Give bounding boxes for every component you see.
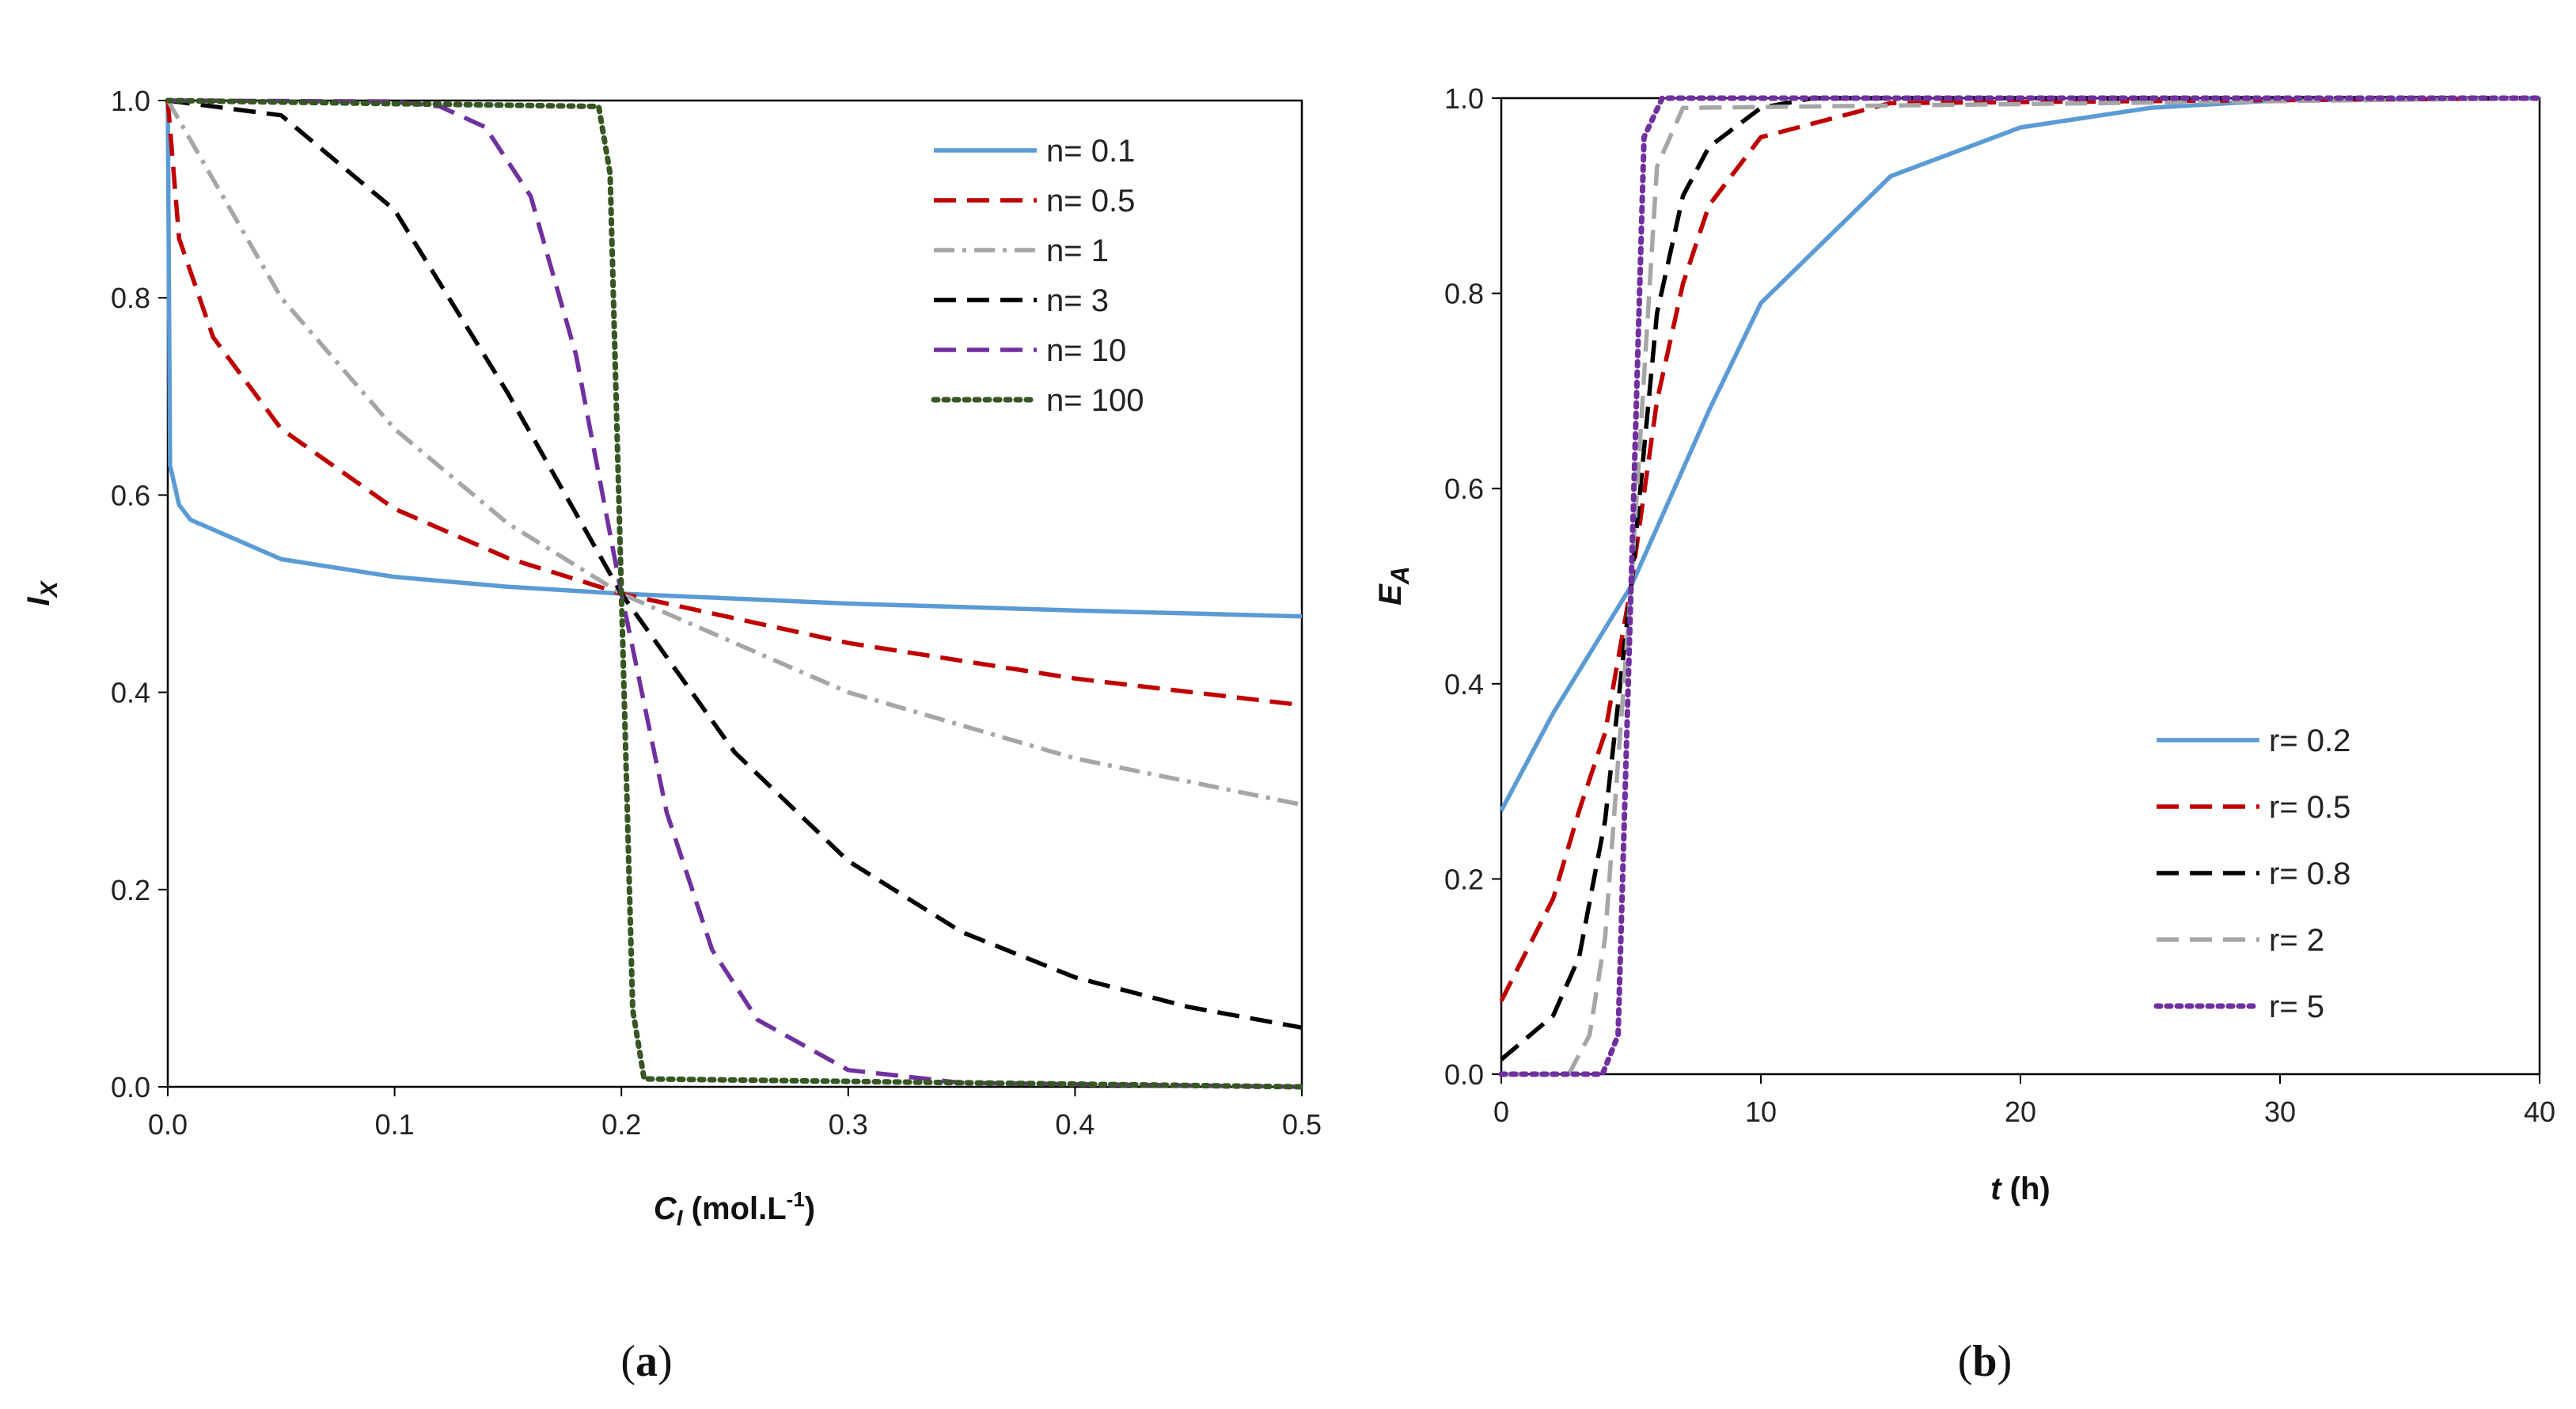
series-line-n3 xyxy=(167,98,1303,1030)
series-line-n0p1 xyxy=(165,100,1303,619)
plot-area-a xyxy=(166,99,1303,1088)
series-line-r2 xyxy=(1501,96,2540,1077)
x-tick-label: 0.3 xyxy=(829,1108,868,1141)
y-tick-label: 0.6 xyxy=(1444,473,1484,505)
ticks-a: 0.0 0.1 0.2 0.3 0.4 0.5 0.0 0.2 0.4 0.6 0.8 1.0 xyxy=(111,85,1322,1141)
y-tick-label: 0.4 xyxy=(1444,668,1484,701)
ticks-b: 0 10 20 30 40 0.0 0.2 0.4 0.6 0.8 1.0 xyxy=(1444,82,2555,1128)
x-tick-label: 0.5 xyxy=(1282,1108,1322,1141)
x-tick-label: 0 xyxy=(1493,1096,1509,1128)
y-tick-label: 0.6 xyxy=(111,479,150,511)
y-tick-label: 0.8 xyxy=(111,282,150,314)
x-tick-label: 20 xyxy=(2005,1096,2036,1128)
legend-b: r= 0.2 r= 0.5 r= 0.8 r= 2 r= 5 xyxy=(2153,723,2350,1024)
series-line-n1 xyxy=(165,99,1303,807)
panel-b: 0 10 20 30 40 0.0 0.2 0.4 0.6 0.8 1.0 r= 0.2 r= 0.5… xyxy=(1373,82,2555,1386)
series-line-n100 xyxy=(165,97,1305,1090)
panel-a: 0.0 0.1 0.2 0.3 0.4 0.5 0.0 0.2 0.4 0.6 0.8 1.0 n= … xyxy=(21,85,1322,1386)
series-line-r0p5 xyxy=(1499,96,2540,1002)
x-axis-title-b: t (h) xyxy=(1990,1172,2051,1206)
x-tick-label: 0.4 xyxy=(1055,1108,1095,1141)
series-a xyxy=(165,97,1305,1090)
series-line-r5 xyxy=(1498,95,2543,1077)
y-tick-label: 0.8 xyxy=(1444,278,1484,310)
y-tick-label: 1.0 xyxy=(1444,82,1484,115)
legend-label: n= 1 xyxy=(1046,234,1109,268)
caption-b: (b) xyxy=(1958,1337,2012,1386)
x-axis-title-a: CI (mol.L-1) xyxy=(654,1187,815,1230)
y-tick-label: 0.4 xyxy=(111,677,150,709)
x-tick-label: 0.2 xyxy=(601,1108,641,1141)
y-tick-label: 1.0 xyxy=(111,85,150,117)
y-tick-label: 0.0 xyxy=(1444,1058,1484,1091)
caption-a: (a) xyxy=(620,1337,672,1386)
y-axis-title-a: IX xyxy=(21,579,63,606)
legend-label: n= 0.1 xyxy=(1046,134,1135,169)
legend-label: n= 3 xyxy=(1046,283,1109,318)
y-tick-label: 0.2 xyxy=(1444,863,1484,895)
legend-label: n= 100 xyxy=(1046,383,1144,418)
x-tick-label: 0.0 xyxy=(148,1108,188,1141)
plot-area-b xyxy=(1500,97,2541,1076)
x-tick-label: 10 xyxy=(1745,1096,1777,1128)
x-tick-label: 0.1 xyxy=(375,1108,415,1141)
y-axis-title-b: EA xyxy=(1373,566,1414,606)
legend-label: r= 2 xyxy=(2269,923,2324,958)
legend-label: r= 0.8 xyxy=(2269,856,2350,891)
legend-label: n= 10 xyxy=(1046,333,1126,368)
series-line-n0p5 xyxy=(165,100,1303,708)
y-tick-label: 0.0 xyxy=(111,1071,150,1103)
x-tick-label: 40 xyxy=(2524,1096,2555,1128)
y-tick-label: 0.2 xyxy=(111,874,150,906)
legend-label: n= 0.5 xyxy=(1046,184,1135,218)
legend-a: n= 0.1 n= 0.5 n= 1 n= 3 n= 10 n= 100 xyxy=(931,134,1144,418)
legend-label: r= 5 xyxy=(2269,989,2324,1024)
legend-label: r= 0.2 xyxy=(2269,723,2350,758)
x-tick-label: 30 xyxy=(2264,1096,2296,1128)
legend-label: r= 0.5 xyxy=(2269,790,2350,825)
series-b xyxy=(1498,95,2543,1077)
